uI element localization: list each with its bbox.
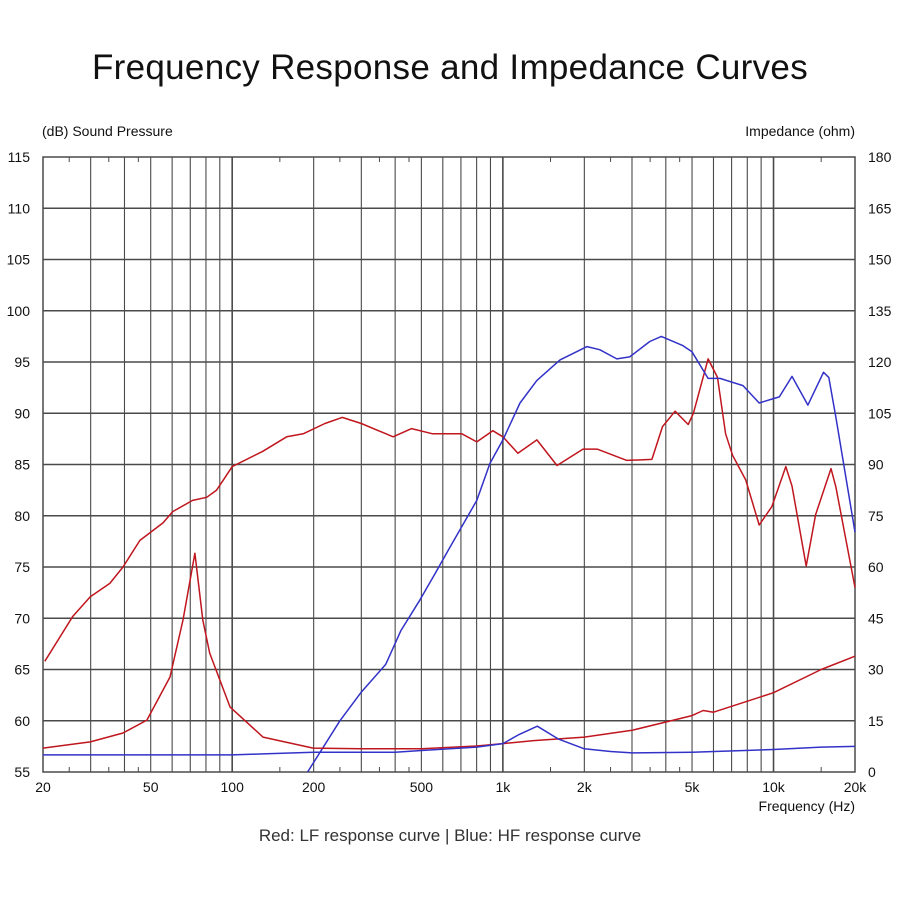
y-tick-label-left: 115 bbox=[8, 149, 31, 165]
y-tick-label-right: 135 bbox=[868, 303, 892, 319]
y-tick-label-left: 55 bbox=[14, 764, 30, 780]
x-tick-label: 5k bbox=[685, 779, 701, 795]
y-tick-label-left: 75 bbox=[14, 559, 30, 575]
y-tick-label-right: 45 bbox=[868, 610, 884, 626]
lf-sound-pressure-line bbox=[44, 358, 856, 662]
y-tick-label-left: 65 bbox=[14, 662, 30, 678]
chart-title: Frequency Response and Impedance Curves bbox=[92, 48, 808, 87]
y-tick-label-right: 120 bbox=[868, 354, 892, 370]
grid bbox=[43, 157, 855, 772]
y-tick-label-right: 60 bbox=[868, 559, 884, 575]
y-tick-label-left: 80 bbox=[14, 508, 30, 524]
y-tick-label-right: 180 bbox=[868, 149, 892, 165]
lf-impedance-line bbox=[42, 552, 856, 750]
y-tick-label-right: 0 bbox=[868, 764, 876, 780]
x-tick-label: 20k bbox=[844, 779, 868, 795]
x-tick-label: 20 bbox=[35, 779, 51, 795]
y-tick-label-left: 105 bbox=[7, 252, 31, 268]
series-group bbox=[42, 335, 856, 773]
y-axis-left-label: (dB) Sound Pressure bbox=[42, 123, 173, 139]
plot-frame bbox=[42, 156, 856, 773]
hf-sound-pressure-line bbox=[306, 335, 856, 773]
x-tick-label: 500 bbox=[410, 779, 434, 795]
y-tick-label-right: 30 bbox=[868, 662, 884, 678]
y-tick-label-left: 90 bbox=[14, 405, 30, 421]
y-tick-label-left: 100 bbox=[7, 303, 31, 319]
x-axis-label: Frequency (Hz) bbox=[759, 798, 855, 814]
y-tick-label-right: 90 bbox=[868, 457, 884, 473]
chart-caption: Red: LF response curve | Blue: HF respon… bbox=[258, 826, 642, 845]
x-tick-label: 2k bbox=[577, 779, 593, 795]
x-tick-label: 100 bbox=[221, 779, 245, 795]
y-tick-label-right: 150 bbox=[868, 252, 892, 268]
y-tick-label-left: 85 bbox=[14, 457, 30, 473]
x-tick-label: 1k bbox=[495, 779, 511, 795]
hf-impedance-line bbox=[43, 725, 856, 756]
x-tick-label: 50 bbox=[143, 779, 159, 795]
y-tick-label-right: 165 bbox=[868, 200, 892, 216]
y-tick-label-left: 60 bbox=[14, 713, 30, 729]
y-axis-right-label: Impedance (ohm) bbox=[745, 123, 855, 139]
y-tick-label-left: 110 bbox=[8, 200, 31, 216]
y-tick-label-right: 15 bbox=[868, 713, 884, 729]
tick-labels: 1151101051009590858075706560551801651501… bbox=[7, 149, 892, 795]
x-tick-label: 10k bbox=[762, 779, 786, 795]
y-tick-label-right: 105 bbox=[868, 405, 892, 421]
y-tick-label-left: 95 bbox=[14, 354, 30, 370]
y-tick-label-right: 75 bbox=[868, 508, 884, 524]
y-tick-label-left: 70 bbox=[14, 610, 30, 626]
x-tick-label: 200 bbox=[302, 779, 326, 795]
